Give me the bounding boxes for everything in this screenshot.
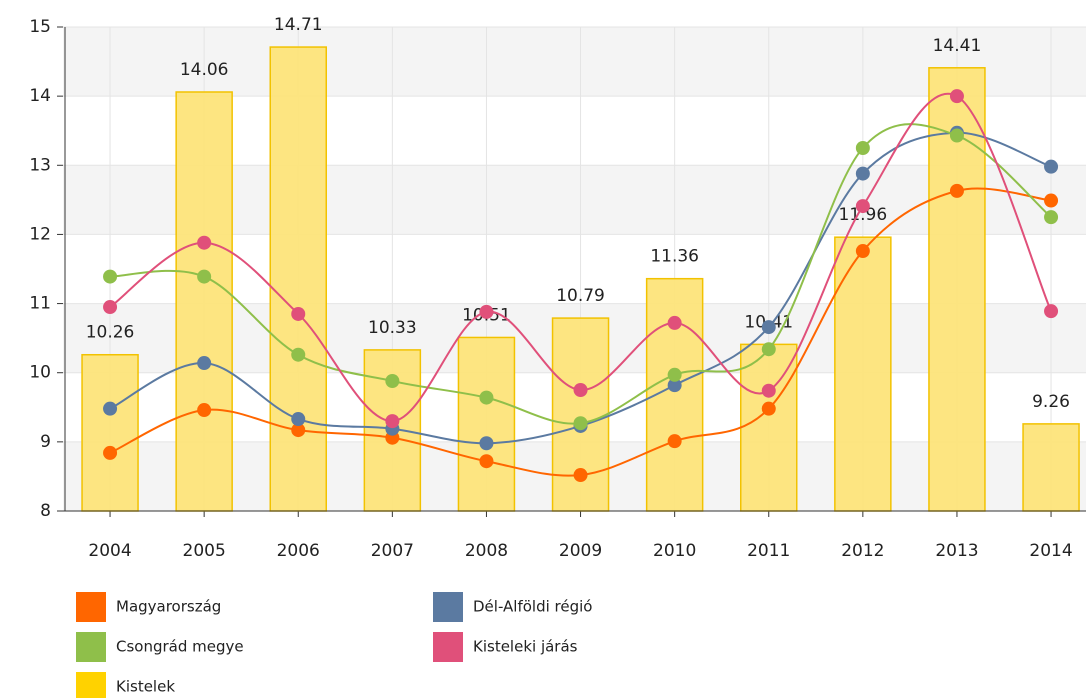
marker — [855, 166, 870, 181]
x-tick-label: 2010 — [653, 541, 696, 561]
x-tick-label: 2005 — [183, 541, 226, 561]
data-label: 14.41 — [933, 36, 982, 56]
line — [109, 92, 1052, 423]
y-tick-label: 8 — [40, 501, 51, 521]
x-tick-label: 2007 — [371, 541, 414, 561]
marker — [761, 401, 776, 416]
x-tick-label: 2013 — [935, 541, 978, 561]
bar — [269, 46, 327, 512]
legend-label: Dél-Alföldi régió — [473, 598, 592, 616]
marker — [479, 390, 494, 405]
bar — [551, 317, 610, 512]
marker — [855, 199, 870, 214]
grid-band — [63, 165, 1086, 235]
bar — [834, 236, 892, 512]
data-label: 10.79 — [556, 286, 605, 306]
legend-label: Kisteleki járás — [473, 638, 578, 656]
y-tick-label: 13 — [29, 155, 51, 175]
marker — [949, 183, 964, 198]
data-label: 10.33 — [368, 318, 417, 338]
line — [109, 131, 1052, 445]
legend-label: Magyarország — [116, 598, 221, 616]
x-tick-label: 2011 — [747, 541, 790, 561]
bar — [1022, 423, 1080, 512]
x-tick-label: 2012 — [841, 541, 884, 561]
line — [109, 187, 1052, 477]
legend-swatch — [76, 632, 106, 662]
y-tick-label: 11 — [29, 294, 51, 314]
marker — [761, 342, 776, 357]
x-tick-label: 2009 — [559, 541, 602, 561]
legend-swatch — [76, 592, 106, 622]
marker — [385, 414, 400, 429]
bar — [81, 353, 139, 512]
marker — [197, 235, 212, 250]
data-label: 14.06 — [180, 60, 229, 80]
marker — [855, 141, 870, 155]
marker — [949, 128, 964, 143]
marker — [197, 403, 212, 418]
y-tick-label: 10 — [29, 363, 51, 383]
marker — [479, 436, 494, 451]
marker — [573, 416, 588, 431]
line — [110, 123, 1052, 425]
x-tick-label: 2014 — [1029, 541, 1072, 561]
marker — [667, 315, 682, 330]
marker — [197, 356, 212, 371]
y-tick-label: 9 — [40, 432, 51, 452]
data-label: 14.71 — [274, 15, 323, 35]
marker — [385, 374, 400, 389]
marker — [197, 269, 212, 284]
data-label: 9.26 — [1032, 392, 1070, 412]
marker — [761, 383, 776, 398]
bar — [175, 91, 233, 512]
data-label: 10.26 — [86, 323, 135, 343]
legend-label: Csongrád megye — [116, 638, 244, 656]
marker — [479, 454, 494, 469]
marker — [573, 468, 588, 483]
marker — [1044, 210, 1059, 225]
data-label: 11.36 — [650, 247, 699, 267]
marker — [949, 89, 964, 104]
legend-swatch — [76, 672, 106, 698]
marker — [667, 434, 682, 449]
marker — [291, 412, 306, 427]
marker — [667, 367, 682, 382]
marker — [479, 304, 494, 319]
marker — [573, 383, 588, 397]
x-tick-label: 2006 — [277, 541, 320, 561]
legend-swatch — [433, 592, 463, 622]
marker — [1044, 159, 1059, 174]
marker — [667, 378, 682, 393]
legend-label: Kistelek — [116, 678, 175, 696]
grid-band — [63, 27, 1086, 97]
marker — [291, 306, 306, 321]
marker — [1044, 304, 1059, 319]
x-tick-label: 2008 — [465, 541, 508, 561]
data-label: 11.96 — [839, 205, 888, 225]
bar — [740, 343, 798, 512]
y-tick-label: 15 — [29, 17, 51, 37]
x-tick-label: 2004 — [88, 541, 131, 561]
y-tick-label: 14 — [29, 86, 51, 106]
legend-swatch — [433, 632, 463, 662]
bar — [457, 336, 516, 512]
y-tick-label: 12 — [29, 224, 51, 244]
marker — [103, 445, 118, 460]
marker — [291, 347, 306, 362]
marker — [761, 320, 776, 335]
marker — [291, 423, 306, 438]
marker — [1044, 193, 1059, 208]
marker — [103, 300, 118, 315]
marker — [103, 401, 118, 416]
marker — [103, 269, 118, 284]
marker — [855, 244, 870, 259]
